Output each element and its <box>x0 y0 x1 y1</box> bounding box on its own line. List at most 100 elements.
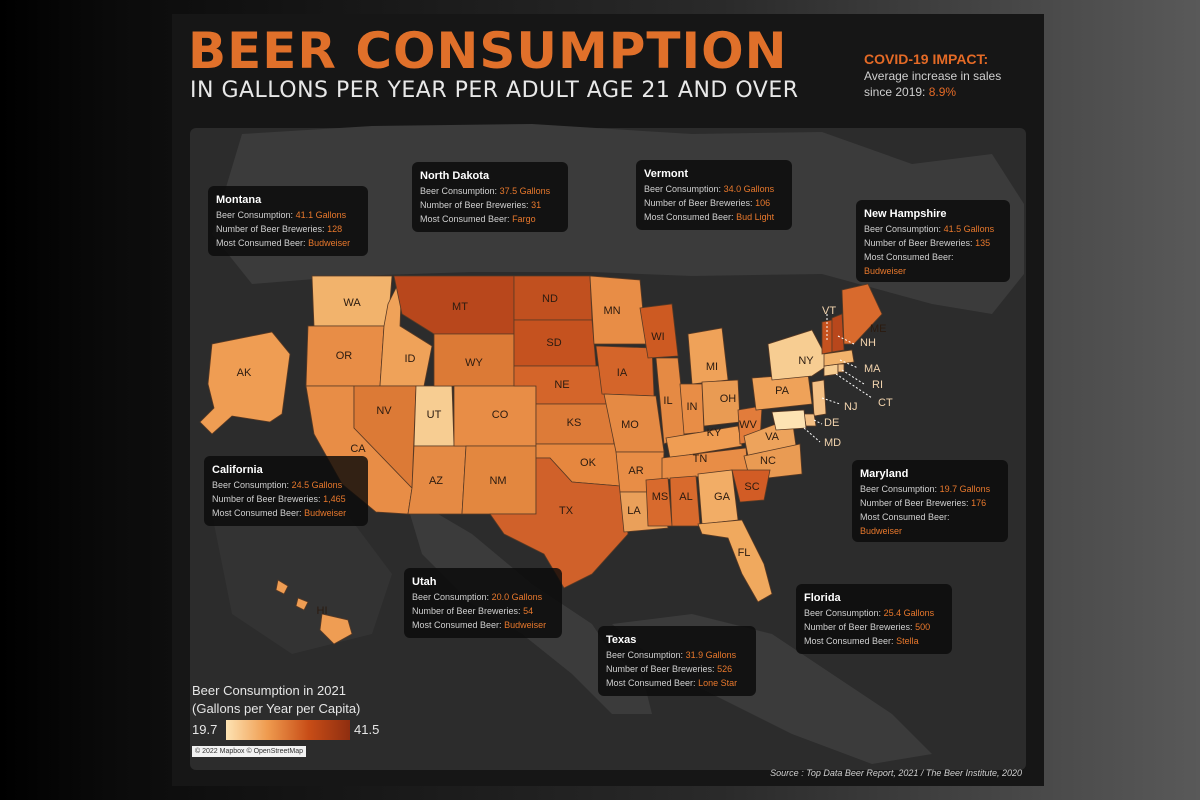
state-label-ok: OK <box>580 457 597 469</box>
state-label-ia: IA <box>617 367 628 379</box>
state-fl <box>697 519 773 603</box>
card-md-breweries: Number of Beer Breweries: 176 <box>860 496 1000 510</box>
state-md <box>771 409 807 431</box>
label-consumption: Beer Consumption: <box>860 484 938 494</box>
state-label-mt: MT <box>452 301 468 313</box>
state-me <box>841 283 883 345</box>
label-beer: Most Consumed Beer: <box>212 508 302 518</box>
card-fl-consumption: Beer Consumption: 25.4 Gallons <box>804 606 944 620</box>
value-breweries: 526 <box>717 664 733 674</box>
value-beer: Budweiser <box>308 238 351 248</box>
state-label-sd: SD <box>546 337 561 349</box>
state-vt <box>821 319 833 355</box>
state-label-ct: CT <box>878 397 893 409</box>
value-breweries: 128 <box>327 224 343 234</box>
state-mi <box>687 327 729 385</box>
card-nd-name: North Dakota <box>420 170 490 182</box>
label-beer: Most Consumed Beer: <box>804 636 894 646</box>
card-utah[interactable]: Utah Beer Consumption: 20.0 Gallons Numb… <box>404 568 562 638</box>
state-label-ma: MA <box>864 363 881 375</box>
page-subtitle: IN GALLONS PER YEAR PER ADULT AGE 21 AND… <box>190 78 799 103</box>
value-beer: Stella <box>896 636 919 646</box>
card-ca-breweries: Number of Beer Breweries: 1,465 <box>212 492 360 506</box>
page-title: BEER CONSUMPTION <box>188 22 788 80</box>
state-ny <box>767 329 831 381</box>
state-labels: WA OR CA ID NV UT AZ MT WY CO NM ND SD NE KS OK TX MN IA MO… <box>237 293 815 617</box>
legend-title-2: (Gallons per Year per Capita) <box>192 701 361 716</box>
state-label-wy: WY <box>465 357 483 369</box>
card-vermont[interactable]: Vermont Beer Consumption: 34.0 Gallons N… <box>636 160 792 230</box>
covid-line-1: Average increase in sales <box>864 69 1002 83</box>
legend-title-1: Beer Consumption in 2021 <box>192 683 346 698</box>
card-florida[interactable]: Florida Beer Consumption: 25.4 Gallons N… <box>796 584 952 654</box>
card-ca-beer: Most Consumed Beer: Budweiser <box>212 506 360 520</box>
state-label-hi: HI <box>317 605 328 617</box>
label-beer: Most Consumed Beer: <box>420 214 510 224</box>
card-ca-consumption: Beer Consumption: 24.5 Gallons <box>212 478 360 492</box>
card-nh-breweries: Number of Beer Breweries: 135 <box>864 236 1002 250</box>
value-beer: Bud Light <box>736 212 775 222</box>
state-label-tn: TN <box>693 453 708 465</box>
value-consumption: 19.7 Gallons <box>939 484 991 494</box>
covid-line-2: since 2019: 8.9% <box>864 84 1036 100</box>
leader-lines <box>803 314 873 443</box>
legend-gradient-bar <box>226 720 350 740</box>
label-breweries: Number of Beer Breweries: <box>644 198 753 208</box>
us-map[interactable]: WA OR CA ID NV UT AZ MT WY CO NM ND SD NE KS OK TX MN IA MO… <box>172 14 1044 786</box>
label-breweries: Number of Beer Breweries: <box>212 494 321 504</box>
state-label-ga: GA <box>714 491 731 503</box>
card-tx-breweries: Number of Beer Breweries: 526 <box>606 662 748 676</box>
card-ca-name: California <box>212 464 263 476</box>
card-nd-breweries: Number of Beer Breweries: 31 <box>420 198 560 212</box>
state-nj <box>811 379 827 417</box>
card-md-beer: Most Consumed Beer: Budweiser <box>860 510 1000 538</box>
card-new-hampshire[interactable]: New Hampshire Beer Consumption: 41.5 Gal… <box>856 200 1010 282</box>
card-texas[interactable]: Texas Beer Consumption: 31.9 Gallons Num… <box>598 626 756 696</box>
state-nh <box>831 313 845 353</box>
map-credit[interactable]: © 2022 Mapbox © OpenStreetMap <box>192 746 306 757</box>
state-label-az: AZ <box>429 475 443 487</box>
label-breweries: Number of Beer Breweries: <box>860 498 969 508</box>
value-beer: Fargo <box>512 214 536 224</box>
state-label-nm: NM <box>489 475 506 487</box>
label-breweries: Number of Beer Breweries: <box>864 238 973 248</box>
card-fl-breweries: Number of Beer Breweries: 500 <box>804 620 944 634</box>
value-beer: Lone Star <box>698 678 738 688</box>
state-label-oh: OH <box>720 393 737 405</box>
value-beer: Budweiser <box>860 526 903 536</box>
card-vt-beer: Most Consumed Beer: Bud Light <box>644 210 784 224</box>
card-montana-beer: Most Consumed Beer: Budweiser <box>216 236 360 250</box>
value-breweries: 31 <box>531 200 542 210</box>
state-label-wa: WA <box>343 297 361 309</box>
state-label-nc: NC <box>760 455 776 467</box>
state-label-ut: UT <box>427 409 442 421</box>
card-montana[interactable]: Montana Beer Consumption: 41.1 Gallons N… <box>208 186 368 256</box>
card-md-name: Maryland <box>860 468 909 480</box>
card-montana-consumption: Beer Consumption: 41.1 Gallons <box>216 208 360 222</box>
state-label-al: AL <box>679 491 692 503</box>
ne-labels: NJ DE MD CT RI MA VT NH ME <box>822 305 893 449</box>
state-label-vt: VT <box>822 305 836 317</box>
state-label-sc: SC <box>744 481 759 493</box>
label-consumption: Beer Consumption: <box>644 184 722 194</box>
value-consumption: 37.5 Gallons <box>499 186 551 196</box>
color-legend: Beer Consumption in 2021 (Gallons per Ye… <box>192 682 392 740</box>
state-label-fl: FL <box>738 547 751 559</box>
card-maryland[interactable]: Maryland Beer Consumption: 19.7 Gallons … <box>852 460 1008 542</box>
label-beer: Most Consumed Beer: <box>216 238 306 248</box>
value-breweries: 135 <box>975 238 991 248</box>
card-north-dakota[interactable]: North Dakota Beer Consumption: 37.5 Gall… <box>412 162 568 232</box>
poster: WA OR CA ID NV UT AZ MT WY CO NM ND SD NE KS OK TX MN IA MO… <box>172 14 1044 786</box>
card-fl-beer: Most Consumed Beer: Stella <box>804 634 944 648</box>
state-ak <box>199 331 291 435</box>
card-california[interactable]: California Beer Consumption: 24.5 Gallon… <box>204 456 368 526</box>
state-wi <box>639 303 679 359</box>
card-montana-name: Montana <box>216 194 262 206</box>
label-consumption: Beer Consumption: <box>212 480 290 490</box>
value-consumption: 24.5 Gallons <box>291 480 343 490</box>
source-note: Source : Top Data Beer Report, 2021 / Th… <box>770 768 1022 778</box>
value-beer: Budweiser <box>504 620 547 630</box>
state-label-de: DE <box>824 417 839 429</box>
label-beer: Most Consumed Beer: <box>606 678 696 688</box>
state-label-or: OR <box>336 350 353 362</box>
